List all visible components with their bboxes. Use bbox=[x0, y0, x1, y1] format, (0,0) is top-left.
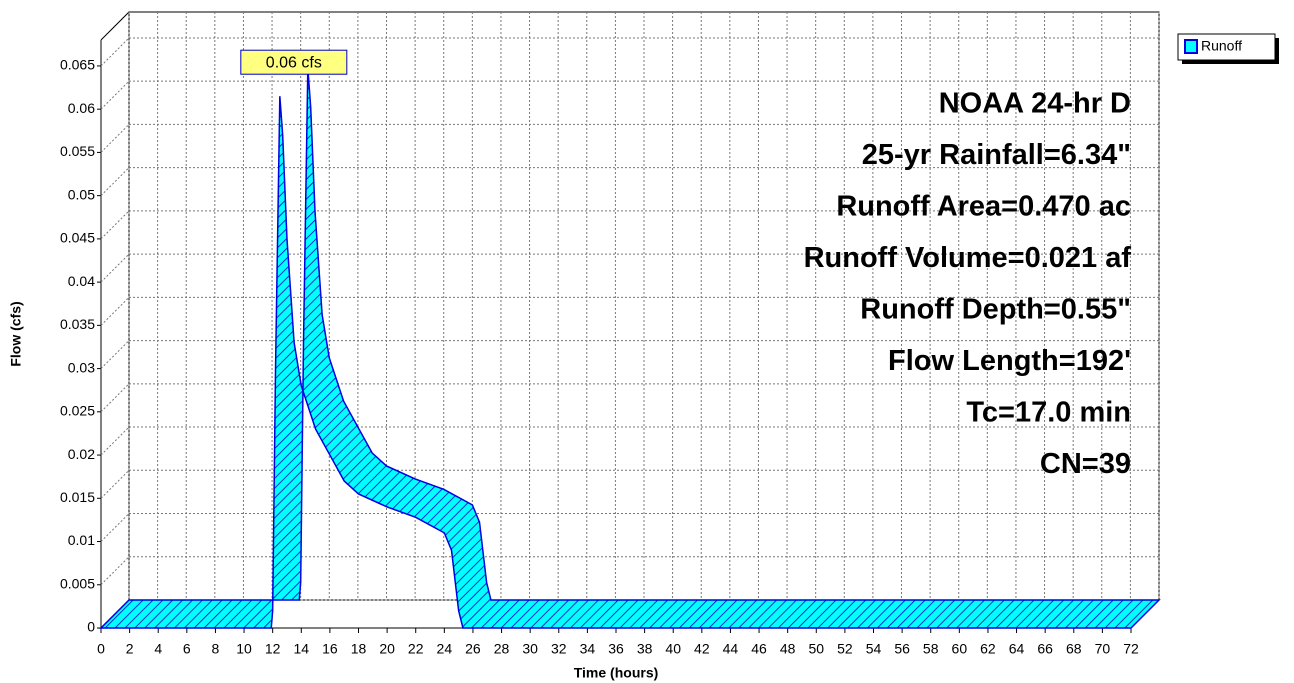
x-axis-label: Time (hours) bbox=[574, 665, 659, 681]
x-tick-label: 68 bbox=[1066, 641, 1082, 657]
grid-line bbox=[100, 383, 130, 413]
x-tick-label: 34 bbox=[580, 641, 596, 657]
grid-line bbox=[100, 296, 130, 326]
x-tick-label: 44 bbox=[723, 641, 739, 657]
x-tick-label: 22 bbox=[408, 641, 424, 657]
y-tick-label: 0.025 bbox=[60, 403, 95, 419]
y-tick-label: 0.055 bbox=[60, 143, 95, 159]
grid-line bbox=[100, 80, 130, 110]
x-tick-label: 30 bbox=[522, 641, 538, 657]
x-tick-label: 12 bbox=[265, 641, 281, 657]
grid-line bbox=[100, 253, 130, 283]
y-tick-label: 0.005 bbox=[60, 575, 95, 591]
x-tick-label: 10 bbox=[236, 641, 252, 657]
annotation: Tc=17.0 min bbox=[966, 397, 1131, 429]
x-tick-label: 46 bbox=[751, 641, 767, 657]
grid-line bbox=[100, 556, 130, 586]
y-tick-label: 0.04 bbox=[68, 273, 95, 289]
y-tick-label: 0.03 bbox=[68, 359, 95, 375]
x-tick-label: 32 bbox=[551, 641, 567, 657]
x-tick-label: 64 bbox=[1009, 641, 1025, 657]
grid-line bbox=[100, 210, 130, 240]
x-tick-label: 24 bbox=[437, 641, 453, 657]
x-tick-label: 40 bbox=[665, 641, 681, 657]
grid-line bbox=[100, 513, 130, 542]
ribbon bbox=[99, 68, 1161, 629]
legend-swatch bbox=[1184, 39, 1198, 54]
y-tick-label: 0.01 bbox=[68, 532, 95, 548]
y-tick-label: 0.065 bbox=[60, 57, 95, 73]
peak-label: 0.06 cfs bbox=[266, 54, 322, 71]
annotation: Runoff Area=0.470 ac bbox=[836, 191, 1131, 223]
annotation: Runoff Volume=0.021 af bbox=[804, 242, 1132, 274]
x-tick-label: 70 bbox=[1095, 641, 1111, 657]
x-tick-label: 38 bbox=[637, 641, 653, 657]
x-tick-label: 36 bbox=[608, 641, 624, 657]
x-tick-label: 42 bbox=[694, 641, 710, 657]
y-tick-label: 0.05 bbox=[68, 186, 95, 202]
grid-line bbox=[100, 340, 130, 369]
y-tick-label: 0.02 bbox=[68, 446, 95, 462]
x-tick-label: 16 bbox=[322, 641, 338, 657]
x-tick-label: 2 bbox=[126, 641, 134, 657]
grid-line bbox=[100, 124, 130, 153]
x-tick-label: 62 bbox=[980, 641, 996, 657]
x-tick-label: 58 bbox=[923, 641, 939, 657]
wall-edge bbox=[100, 11, 130, 41]
x-tick-label: 52 bbox=[837, 641, 853, 657]
x-tick-label: 50 bbox=[808, 641, 824, 657]
x-tick-label: 54 bbox=[866, 641, 882, 657]
x-tick-label: 0 bbox=[97, 641, 105, 657]
y-tick-label: 0 bbox=[87, 619, 95, 635]
y-tick-label: 0.06 bbox=[68, 100, 95, 116]
x-tick-label: 20 bbox=[379, 641, 395, 657]
legend-label: Runoff bbox=[1201, 38, 1242, 54]
x-tick-label: 72 bbox=[1123, 641, 1139, 657]
x-tick-label: 56 bbox=[894, 641, 910, 657]
grid-line bbox=[100, 37, 130, 67]
x-tick-label: 18 bbox=[351, 641, 367, 657]
x-tick-label: 66 bbox=[1037, 641, 1053, 657]
y-tick-label: 0.015 bbox=[60, 489, 95, 505]
annotation: Flow Length=192' bbox=[888, 345, 1131, 377]
annotation: NOAA 24-hr D bbox=[939, 88, 1131, 120]
y-tick-label: 0.045 bbox=[60, 230, 95, 246]
x-tick-label: 4 bbox=[154, 641, 162, 657]
grid-line bbox=[100, 469, 130, 499]
x-tick-label: 6 bbox=[183, 641, 191, 657]
grid-line bbox=[100, 167, 130, 197]
annotation: Runoff Depth=0.55" bbox=[860, 294, 1131, 326]
grid-line bbox=[100, 426, 130, 456]
y-tick-label: 0.035 bbox=[60, 316, 95, 332]
x-tick-label: 48 bbox=[780, 641, 796, 657]
peak-label-box bbox=[240, 49, 348, 75]
x-tick-label: 26 bbox=[465, 641, 481, 657]
x-tick-label: 14 bbox=[293, 641, 309, 657]
x-tick-label: 60 bbox=[952, 641, 968, 657]
x-tick-label: 28 bbox=[494, 641, 510, 657]
annotation: CN=39 bbox=[1040, 448, 1131, 480]
annotation: 25-yr Rainfall=6.34" bbox=[862, 139, 1131, 171]
x-tick-label: 8 bbox=[212, 641, 220, 657]
y-axis-label: Flow (cfs) bbox=[8, 301, 24, 366]
